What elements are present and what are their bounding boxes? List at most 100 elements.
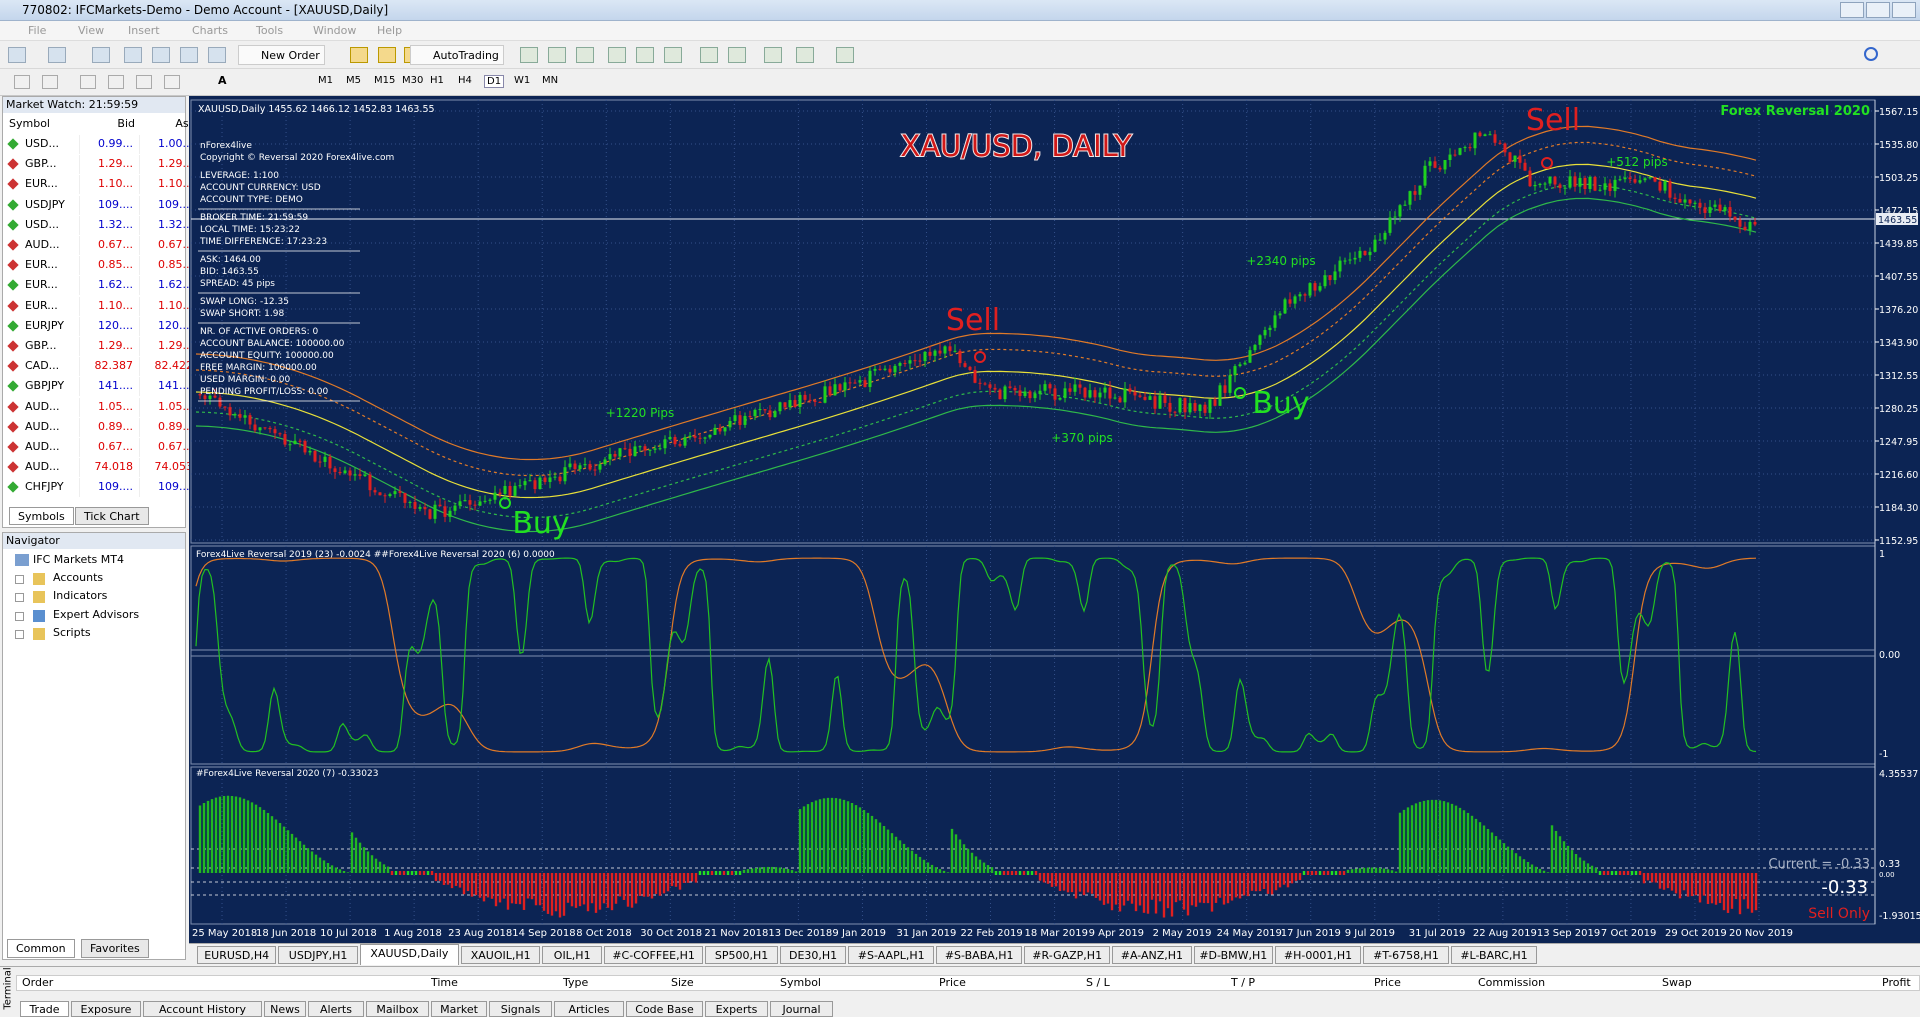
chart-tab[interactable]: #S-AAPL,H1 — [848, 946, 935, 964]
terminal-tab[interactable]: Mailbox — [366, 1001, 429, 1017]
toolbar-icon[interactable] — [796, 47, 814, 63]
toolbar-icon[interactable] — [124, 47, 142, 63]
tree-item[interactable]: Indicators — [53, 589, 108, 603]
new-order-button[interactable]: New Order — [238, 45, 325, 65]
timeframe-button[interactable]: M30 — [402, 75, 424, 86]
column-header[interactable]: Order — [22, 976, 54, 989]
menu-item[interactable]: File — [28, 24, 47, 37]
symbol[interactable]: AUD... — [25, 419, 60, 433]
column-header[interactable]: Profit — [1882, 976, 1911, 989]
tree-root[interactable]: IFC Markets MT4 — [33, 553, 124, 566]
tree-item[interactable]: Scripts — [53, 625, 91, 639]
toolbar-icon[interactable] — [152, 47, 170, 63]
terminal-tab[interactable]: Experts — [705, 1001, 768, 1017]
window-button[interactable] — [1866, 2, 1890, 18]
terminal-tab[interactable]: Market — [431, 1001, 487, 1017]
toolbar-icon[interactable] — [700, 47, 718, 63]
timeframe-button[interactable]: W1 — [514, 75, 531, 86]
panel-tab[interactable]: Tick Chart — [75, 507, 149, 525]
symbol[interactable]: GBP... — [25, 157, 57, 171]
symbol[interactable]: EUR... — [25, 177, 58, 191]
tool-icon[interactable] — [108, 75, 124, 89]
tool-icon[interactable] — [42, 75, 58, 89]
menu-item[interactable]: Charts — [192, 24, 228, 37]
symbol[interactable]: EUR... — [25, 258, 58, 272]
chart-tab[interactable]: #L-BARC,H1 — [1451, 946, 1537, 964]
column-header[interactable]: Time — [431, 976, 458, 989]
symbol[interactable]: CAD... — [25, 359, 60, 373]
menu-item[interactable]: Insert — [128, 24, 160, 37]
chart-tab[interactable]: DE30,H1 — [780, 946, 847, 964]
column-header[interactable]: Price — [1374, 976, 1401, 989]
column-header[interactable]: Bid — [117, 117, 135, 130]
symbol[interactable]: AUD... — [25, 440, 60, 453]
symbol[interactable]: USD... — [25, 217, 59, 231]
terminal-tab[interactable]: News — [264, 1001, 306, 1017]
symbol[interactable]: GBPJPY — [25, 379, 65, 393]
window-button[interactable] — [1840, 2, 1864, 18]
symbol[interactable]: GBP... — [25, 339, 57, 352]
symbol[interactable]: EUR... — [25, 278, 58, 292]
column-header[interactable]: Symbol — [9, 117, 50, 130]
autotrading-button[interactable]: AutoTrading — [410, 45, 504, 65]
text-tool[interactable]: A — [218, 74, 227, 87]
toolbar-icon[interactable] — [378, 47, 396, 63]
toolbar-icon[interactable] — [350, 47, 368, 63]
chart-tab[interactable]: XAUOIL,H1 — [461, 946, 541, 964]
chart-tab[interactable]: OIL,H1 — [542, 946, 602, 964]
toolbar-icon[interactable] — [608, 47, 626, 63]
column-header[interactable]: Ask — [175, 117, 195, 130]
chart-tab[interactable]: #C-COFFEE,H1 — [604, 946, 704, 964]
terminal-tab[interactable]: Code Base — [626, 1001, 703, 1017]
timeframe-button[interactable]: H4 — [458, 75, 472, 86]
tool-icon[interactable] — [80, 75, 96, 89]
toolbar-icon[interactable] — [764, 47, 782, 63]
symbol[interactable]: EUR... — [25, 298, 58, 312]
toolbar-icon[interactable] — [836, 47, 854, 63]
chart-tab[interactable]: #S-BABA,H1 — [936, 946, 1023, 964]
panel-tab[interactable]: Common — [7, 939, 75, 958]
timeframe-button[interactable]: D1 — [484, 75, 505, 88]
column-header[interactable]: Swap — [1662, 976, 1692, 989]
chart-tab[interactable]: USDJPY,H1 — [278, 946, 358, 964]
toolbar-icon[interactable] — [180, 47, 198, 63]
timeframe-button[interactable]: M1 — [318, 75, 333, 86]
symbol[interactable]: USDJPY — [25, 197, 65, 211]
panel-tab[interactable]: Symbols — [9, 507, 74, 525]
column-header[interactable]: Commission — [1478, 976, 1546, 989]
column-header[interactable]: Symbol — [780, 976, 821, 989]
toolbar-icon[interactable] — [8, 47, 26, 63]
chart-tab[interactable]: EURUSD,H4 — [197, 946, 277, 964]
menu-item[interactable]: Tools — [256, 24, 284, 37]
chart-tab[interactable]: SP500,H1 — [705, 946, 778, 964]
column-header[interactable]: T / P — [1231, 976, 1256, 989]
terminal-tab[interactable]: Alerts — [308, 1001, 364, 1017]
terminal-tab[interactable]: Trade — [20, 1001, 69, 1017]
panel-tab[interactable]: Favorites — [81, 939, 149, 958]
tree-item[interactable]: Expert Advisors — [53, 607, 140, 621]
toolbar-icon[interactable] — [728, 47, 746, 63]
toolbar-icon[interactable] — [208, 47, 226, 63]
chart-tab[interactable]: #R-GAZP,H1 — [1024, 946, 1111, 964]
symbol[interactable]: EURJPY — [25, 318, 64, 332]
search-icon[interactable] — [1864, 47, 1878, 61]
tool-icon[interactable] — [14, 75, 30, 89]
column-header[interactable]: Size — [671, 976, 694, 989]
symbol[interactable]: USD... — [25, 137, 59, 150]
chart-tab[interactable]: #D-BMW,H1 — [1193, 946, 1273, 964]
toolbar-icon[interactable] — [664, 47, 682, 63]
timeframe-button[interactable]: M5 — [346, 75, 361, 86]
toolbar-icon[interactable] — [548, 47, 566, 63]
terminal-tab[interactable]: Account History — [143, 1001, 262, 1017]
tool-icon[interactable] — [164, 75, 180, 89]
menu-item[interactable]: View — [78, 24, 105, 37]
column-header[interactable]: S / L — [1086, 976, 1110, 989]
timeframe-button[interactable]: M15 — [374, 75, 396, 86]
column-header[interactable]: Type — [563, 976, 589, 989]
chart-tab[interactable]: #H-0001,H1 — [1275, 946, 1361, 964]
timeframe-button[interactable]: MN — [542, 75, 559, 86]
toolbar-icon[interactable] — [520, 47, 538, 63]
symbol[interactable]: AUD... — [25, 460, 60, 474]
chart-tab[interactable]: XAUUSD,Daily — [359, 944, 459, 965]
